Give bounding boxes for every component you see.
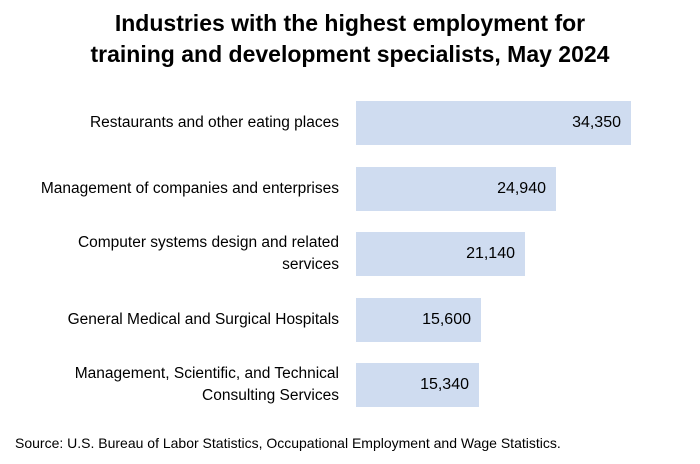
category-label: Management of companies and enterprises xyxy=(0,178,339,200)
chart-title-line-1: Industries with the highest employment f… xyxy=(114,10,586,36)
chart-title-line-2: training and development specialists, Ma… xyxy=(90,41,610,67)
category-label: General Medical and Surgical Hospitals xyxy=(0,309,339,331)
category-label: Computer systems design and related servi… xyxy=(0,232,339,276)
category-label: Restaurants and other eating places xyxy=(0,112,339,134)
category-label-line: Restaurants and other eating places xyxy=(89,114,339,131)
data-label: 21,140 xyxy=(466,245,515,262)
category-label-line: Management, Scientific, and Technical xyxy=(74,365,339,382)
category-label: Management, Scientific, and Technical Con… xyxy=(0,363,339,407)
bar xyxy=(356,297,481,342)
bar xyxy=(356,363,479,407)
category-label-line: Computer systems design and related xyxy=(77,234,339,251)
category-label-line: Management of companies and enterprises xyxy=(40,179,339,197)
source-note: Source: U.S. Bureau of Labor Statistics,… xyxy=(15,435,561,451)
data-label: 24,940 xyxy=(497,179,546,197)
chart-title: Industries with the highest employment f… xyxy=(0,8,700,70)
data-label: 15,340 xyxy=(420,376,469,393)
bar xyxy=(356,166,556,211)
data-label: 34,350 xyxy=(572,114,621,131)
bar xyxy=(356,101,631,145)
bar xyxy=(356,232,525,276)
category-label-line: services xyxy=(282,256,339,273)
category-label-line: General Medical and Surgical Hospitals xyxy=(67,310,339,328)
data-label: 15,600 xyxy=(422,310,471,328)
category-label-line: Consulting Services xyxy=(202,387,339,404)
